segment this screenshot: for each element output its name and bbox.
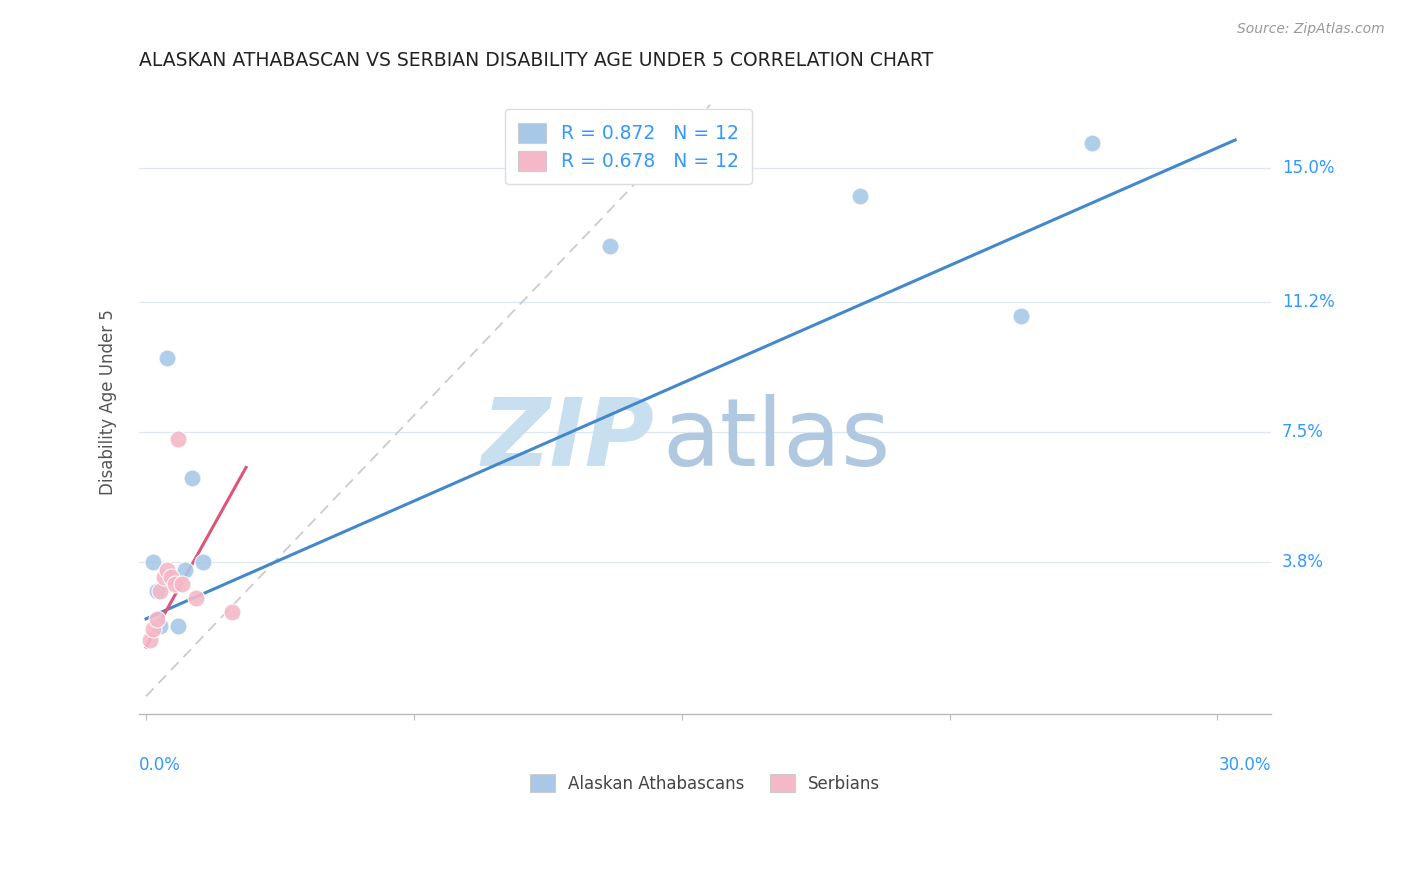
Y-axis label: Disability Age Under 5: Disability Age Under 5 [100, 310, 117, 495]
Point [181, 471, 204, 485]
Point [149, 583, 172, 598]
Point [138, 632, 160, 647]
Text: ALASKAN ATHABASCAN VS SERBIAN DISABILITY AGE UNDER 5 CORRELATION CHART: ALASKAN ATHABASCAN VS SERBIAN DISABILITY… [139, 51, 934, 70]
Point [156, 351, 179, 366]
Text: 7.5%: 7.5% [1282, 423, 1324, 442]
Point [191, 556, 214, 570]
Point [1010, 309, 1032, 323]
Point [149, 619, 172, 633]
Point [167, 432, 190, 446]
Text: 3.8%: 3.8% [1282, 554, 1324, 572]
Point [174, 562, 197, 576]
Text: ZIP: ZIP [481, 393, 654, 485]
Text: Source: ZipAtlas.com: Source: ZipAtlas.com [1237, 22, 1385, 37]
Point [599, 238, 621, 252]
Point [170, 576, 193, 591]
Point [145, 583, 167, 598]
Point [142, 556, 165, 570]
Point [1081, 136, 1104, 151]
Point [156, 562, 179, 576]
Text: 15.0%: 15.0% [1282, 159, 1334, 178]
Text: atlas: atlas [662, 393, 890, 485]
Point [163, 576, 186, 591]
Point [160, 569, 183, 583]
Text: 11.2%: 11.2% [1282, 293, 1334, 311]
Point [145, 612, 167, 626]
Point [184, 591, 207, 605]
Point [167, 619, 190, 633]
Legend: Alaskan Athabascans, Serbians: Alaskan Athabascans, Serbians [522, 766, 889, 801]
Text: 0.0%: 0.0% [139, 756, 181, 773]
Point [221, 605, 243, 619]
Text: 30.0%: 30.0% [1219, 756, 1271, 773]
Point [153, 569, 176, 583]
Point [849, 189, 872, 203]
Point [142, 623, 165, 637]
